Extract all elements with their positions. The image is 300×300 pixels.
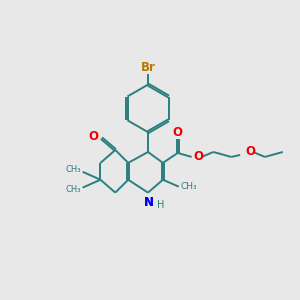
Text: CH₃: CH₃ bbox=[65, 165, 81, 174]
Text: N: N bbox=[144, 196, 154, 209]
Text: H: H bbox=[157, 200, 164, 211]
Text: O: O bbox=[173, 126, 183, 139]
Text: N: N bbox=[144, 196, 154, 209]
Text: O: O bbox=[245, 146, 255, 158]
Text: Br: Br bbox=[141, 61, 155, 74]
Text: CH₃: CH₃ bbox=[181, 182, 197, 191]
Text: CH₃: CH₃ bbox=[65, 185, 81, 194]
Text: O: O bbox=[88, 130, 98, 142]
Text: O: O bbox=[194, 150, 203, 164]
